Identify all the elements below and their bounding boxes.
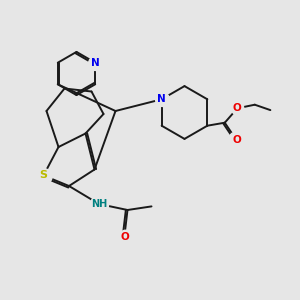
- Text: O: O: [232, 135, 241, 145]
- Text: NH: NH: [91, 199, 107, 209]
- Text: O: O: [233, 103, 242, 113]
- Text: N: N: [91, 58, 100, 68]
- Text: N: N: [157, 94, 166, 104]
- Text: O: O: [120, 232, 129, 242]
- Text: S: S: [40, 170, 47, 181]
